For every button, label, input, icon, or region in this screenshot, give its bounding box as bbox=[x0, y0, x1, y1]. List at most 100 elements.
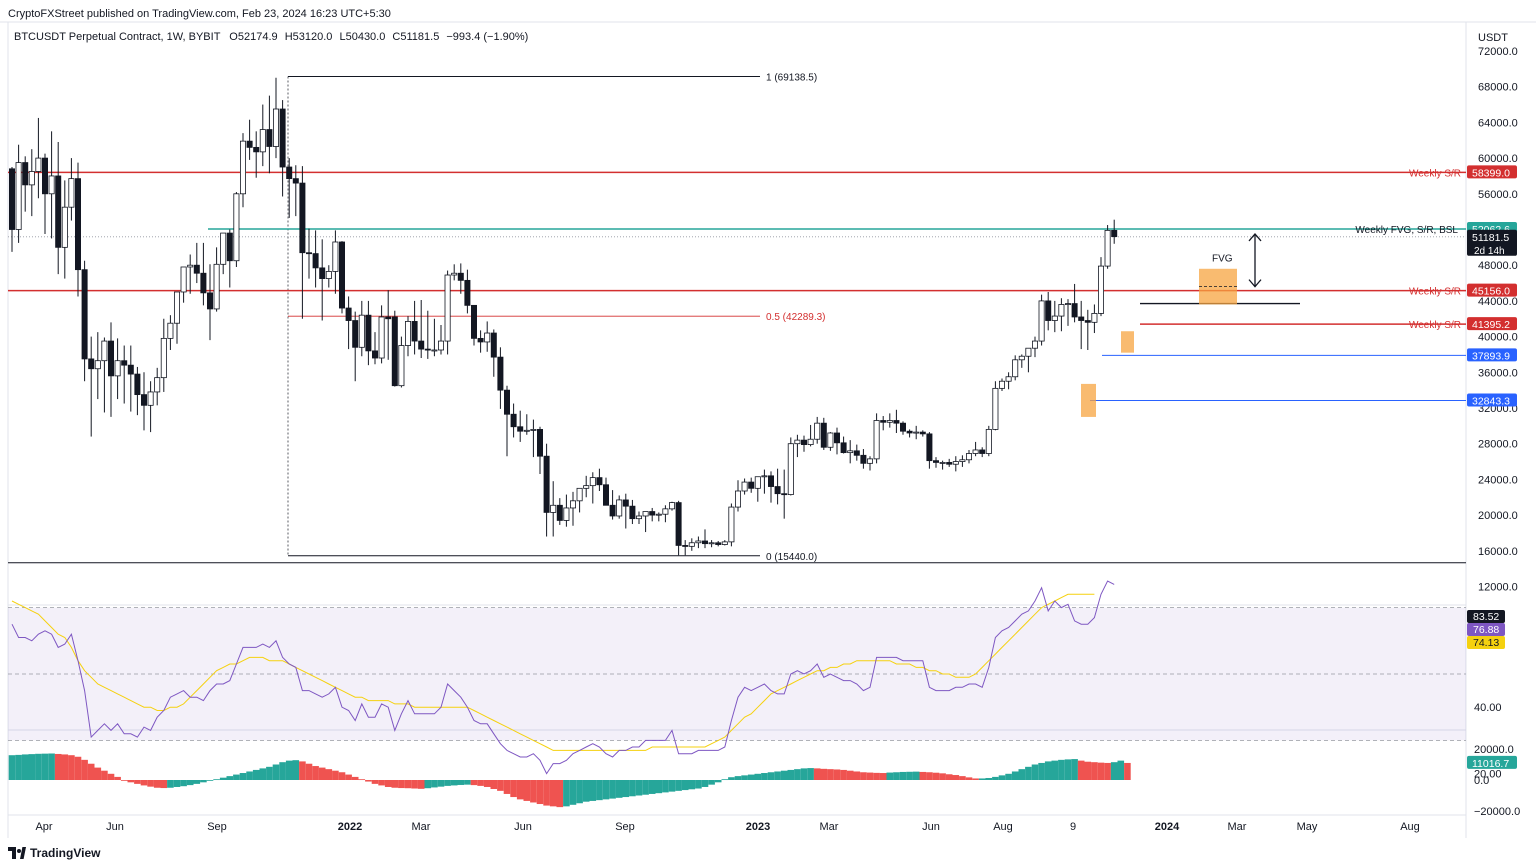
momentum-bar bbox=[1084, 761, 1092, 780]
candle-down bbox=[893, 420, 900, 424]
time-tick-label: 2024 bbox=[1155, 821, 1180, 833]
candle-up bbox=[167, 322, 174, 339]
price-tick-label: 36000.0 bbox=[1478, 367, 1518, 379]
price-tick-label: 68000.0 bbox=[1478, 82, 1518, 94]
momentum-bar bbox=[714, 780, 722, 783]
candle-up bbox=[220, 232, 227, 265]
momentum-bar bbox=[28, 754, 36, 780]
candle-down bbox=[926, 433, 933, 462]
candle-up bbox=[160, 337, 167, 379]
fib-1-label: 1 (69138.5) bbox=[766, 73, 817, 84]
candle-down bbox=[860, 454, 867, 464]
price-tick-label: 72000.0 bbox=[1478, 46, 1518, 58]
candle-down bbox=[418, 340, 425, 350]
candle-up bbox=[966, 453, 973, 461]
time-axis: Apr Jun Sep 2022 Mar Jun Sep 2023 Mar Jun Aug 9 2024… bbox=[35, 821, 1419, 833]
candle-down bbox=[200, 272, 207, 294]
momentum-bar bbox=[569, 780, 577, 805]
tradingview-brand: TradingView bbox=[30, 846, 101, 860]
candle-down bbox=[675, 502, 682, 546]
candle-down bbox=[510, 413, 517, 428]
candle-down bbox=[88, 358, 95, 370]
momentum-bar bbox=[602, 780, 610, 800]
candle-up bbox=[721, 541, 728, 545]
candle-up bbox=[847, 450, 854, 454]
momentum-bar bbox=[576, 780, 583, 804]
momentum-bar bbox=[952, 775, 960, 780]
candle-down bbox=[121, 360, 128, 366]
svg-text:BTCUSDT Perpetual Contract, 1W: BTCUSDT Perpetual Contract, 1W, BYBIT O5… bbox=[14, 31, 528, 43]
rsi-tick-label: 40.00 bbox=[1474, 702, 1502, 714]
time-tick-label: Apr bbox=[35, 821, 52, 833]
fvg-box-small bbox=[1081, 383, 1096, 417]
momentum-bar bbox=[292, 760, 300, 780]
momentum-bar bbox=[48, 753, 55, 780]
momentum-bar bbox=[1104, 762, 1111, 780]
price-label-box bbox=[1467, 165, 1517, 179]
candle-down bbox=[352, 320, 359, 348]
momentum-bar bbox=[1018, 769, 1026, 780]
momentum-bar bbox=[424, 780, 432, 789]
price-label-box bbox=[1467, 393, 1517, 407]
candle-down bbox=[880, 420, 887, 423]
candle-up bbox=[332, 241, 339, 272]
candle-up bbox=[728, 506, 735, 543]
momentum-bar bbox=[992, 776, 999, 780]
price-label-box bbox=[1467, 317, 1517, 331]
momentum-bar bbox=[193, 780, 201, 784]
momentum-bar bbox=[985, 777, 993, 780]
candle-down bbox=[556, 504, 563, 521]
candle-up bbox=[589, 477, 596, 487]
momentum-bar bbox=[437, 780, 445, 787]
candle-down bbox=[906, 430, 913, 434]
momentum-bar bbox=[312, 766, 319, 780]
momentum-bar bbox=[200, 780, 207, 783]
candle-up bbox=[1038, 300, 1045, 342]
candle-down bbox=[127, 364, 134, 375]
momentum-bar bbox=[127, 780, 135, 783]
time-tick-label: May bbox=[1297, 821, 1318, 833]
momentum-bar bbox=[978, 778, 986, 780]
price-label-value: 32843.3 bbox=[1472, 395, 1510, 407]
momentum-bar bbox=[213, 779, 220, 781]
candle-up bbox=[807, 438, 814, 445]
candle-up bbox=[761, 475, 768, 478]
momentum-bar bbox=[635, 780, 643, 796]
momentum-bar bbox=[972, 778, 979, 780]
price-overlays: 1 (69138.5) 0.5 (42289.3) 0 (15440.0) FVG bbox=[8, 73, 1466, 563]
candle-down bbox=[919, 431, 926, 435]
momentum-bar bbox=[787, 769, 795, 780]
candle-down bbox=[424, 348, 431, 351]
candle-down bbox=[702, 540, 709, 545]
candle-down bbox=[305, 252, 312, 255]
momentum-bar bbox=[457, 780, 465, 785]
candle-down bbox=[801, 439, 808, 445]
momentum-bar bbox=[74, 756, 82, 780]
momentum-bar bbox=[998, 775, 1006, 780]
price-label-text: Weekly S/R bbox=[1409, 168, 1461, 179]
candle-up bbox=[1012, 359, 1019, 378]
candle-up bbox=[15, 162, 22, 230]
price-tick-label: 12000.0 bbox=[1478, 582, 1518, 594]
momentum-bar bbox=[450, 780, 458, 786]
candle-up bbox=[708, 542, 715, 545]
momentum-bar bbox=[384, 780, 392, 787]
candle-down bbox=[840, 442, 847, 454]
momentum-bar bbox=[642, 780, 649, 795]
candle-down bbox=[748, 481, 755, 489]
legend-symbol: BTCUSDT Perpetual Contract, 1W, BYBIT bbox=[14, 31, 221, 43]
momentum-bar bbox=[365, 780, 372, 782]
candle-up bbox=[985, 429, 992, 454]
momentum-bar bbox=[820, 768, 828, 780]
price-label-box bbox=[1467, 229, 1517, 256]
candle-up bbox=[1104, 229, 1111, 267]
price-label-value: 45156.0 bbox=[1472, 286, 1510, 298]
candle-down bbox=[622, 499, 629, 507]
candle-down bbox=[497, 356, 504, 391]
momentum-bar bbox=[61, 754, 69, 780]
momentum-bar bbox=[510, 780, 517, 798]
momentum-bar bbox=[483, 780, 491, 787]
momentum-bar bbox=[516, 780, 524, 800]
momentum-bar bbox=[563, 780, 570, 807]
